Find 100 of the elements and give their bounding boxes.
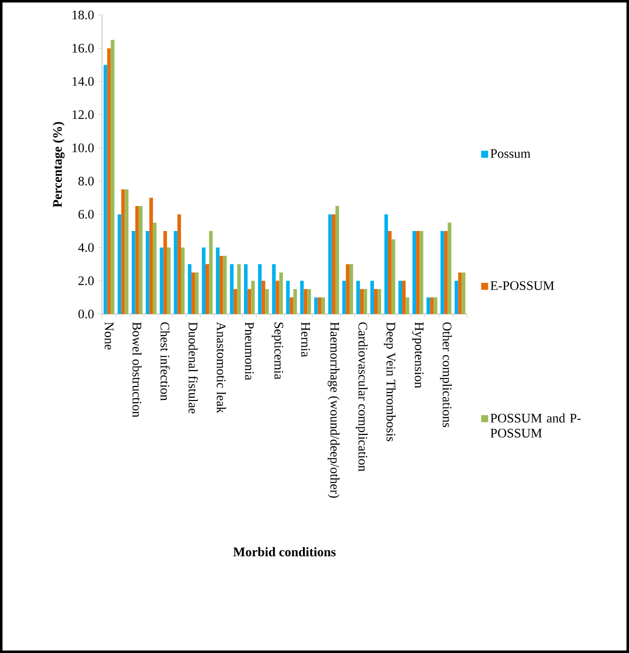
bar — [202, 248, 206, 314]
bar — [258, 264, 262, 314]
bar — [360, 289, 364, 314]
bar — [412, 230, 416, 314]
bar — [349, 264, 354, 314]
x-tick-label: Hypotension — [412, 322, 424, 388]
x-tick-label: Hernia — [301, 322, 310, 357]
bar — [191, 272, 196, 314]
bar — [444, 230, 448, 314]
bar — [262, 280, 266, 314]
legend-label: POSSUM and P-POSSUM — [490, 413, 581, 438]
x-tick-label: Haemorrhage (wound/deep/other) — [328, 322, 340, 498]
bar — [230, 264, 234, 314]
bar — [364, 289, 368, 314]
x-tick-label: None — [104, 322, 114, 350]
bar — [276, 280, 280, 314]
bar — [356, 280, 360, 314]
bar — [146, 230, 150, 314]
bar — [293, 289, 297, 314]
bar — [286, 280, 290, 314]
bar — [434, 297, 438, 314]
bar — [223, 256, 227, 314]
bar — [272, 264, 276, 314]
x-tick-label: Other complications — [440, 322, 452, 428]
bar — [132, 230, 136, 314]
bar — [149, 198, 153, 314]
bar — [392, 239, 396, 314]
bar — [234, 289, 238, 314]
x-tick-label: Cardiovascular complication — [356, 322, 368, 472]
bar — [124, 189, 128, 314]
x-tick-label: Pneumonia — [245, 322, 254, 380]
x-tick-label: Chest infection — [160, 322, 170, 401]
bar — [160, 248, 164, 314]
bar — [174, 230, 178, 314]
bar — [300, 280, 304, 314]
bar — [335, 206, 340, 314]
bar — [166, 248, 171, 314]
bar — [205, 264, 210, 314]
bar — [188, 264, 192, 314]
bar — [138, 206, 142, 314]
y-tick-label: 6.0 — [78, 210, 94, 219]
y-tick-label: 16.0 — [72, 44, 94, 53]
bar — [342, 280, 346, 314]
y-tick-label: 18.0 — [72, 10, 94, 20]
bar — [307, 289, 311, 314]
x-tick-label: Duodenal fistulae — [188, 322, 198, 414]
y-tick-label: 4.0 — [78, 243, 94, 252]
legend-label: Possum — [490, 149, 530, 158]
bar — [374, 289, 378, 314]
bar — [290, 297, 294, 314]
bar — [328, 214, 332, 314]
bar — [332, 214, 336, 314]
bar — [454, 280, 458, 314]
legend-label: E-POSSUM — [490, 281, 554, 290]
bar — [402, 280, 406, 314]
bar — [107, 48, 111, 314]
bar — [121, 189, 125, 314]
bar — [458, 272, 462, 314]
bar — [237, 264, 241, 314]
y-tick-label: 0.0 — [78, 310, 94, 318]
x-tick-label: Bowel obstruction — [132, 322, 142, 418]
x-tick-label: Deep Vein Thrombosis — [384, 322, 396, 442]
bar — [318, 297, 322, 314]
bar — [265, 289, 269, 314]
bar — [346, 264, 350, 314]
bar — [304, 289, 308, 314]
y-tick-label: 8.0 — [78, 176, 94, 186]
bar — [104, 64, 108, 314]
bar — [440, 230, 444, 314]
bar — [163, 230, 167, 314]
bar — [398, 280, 402, 314]
bar — [135, 206, 139, 314]
bar — [279, 272, 283, 314]
bar — [314, 297, 318, 314]
bar — [251, 280, 255, 314]
y-tick-label: 12.0 — [72, 110, 94, 120]
bar — [220, 256, 224, 314]
y-axis-title: Percentage (%) — [52, 122, 65, 208]
bar — [384, 214, 388, 314]
bar — [370, 280, 374, 314]
bar — [430, 297, 434, 314]
y-tick-label: 14.0 — [72, 77, 94, 86]
bar — [177, 214, 182, 314]
bar — [378, 289, 382, 314]
bar — [388, 230, 392, 314]
bar — [406, 297, 410, 314]
bar — [216, 248, 220, 314]
x-axis-title: Morbid conditions — [233, 547, 336, 556]
y-tick-label: 10.0 — [72, 143, 94, 152]
x-tick-label: Septicemia — [272, 322, 284, 380]
x-tick-label: Anastomotic leak — [216, 322, 226, 414]
bar — [321, 297, 325, 314]
bar — [118, 214, 122, 314]
bar — [462, 272, 466, 314]
bar — [209, 230, 213, 314]
bar — [110, 40, 114, 314]
bar — [248, 289, 252, 314]
bar — [195, 272, 199, 314]
bar — [181, 248, 185, 314]
bar — [420, 230, 424, 314]
